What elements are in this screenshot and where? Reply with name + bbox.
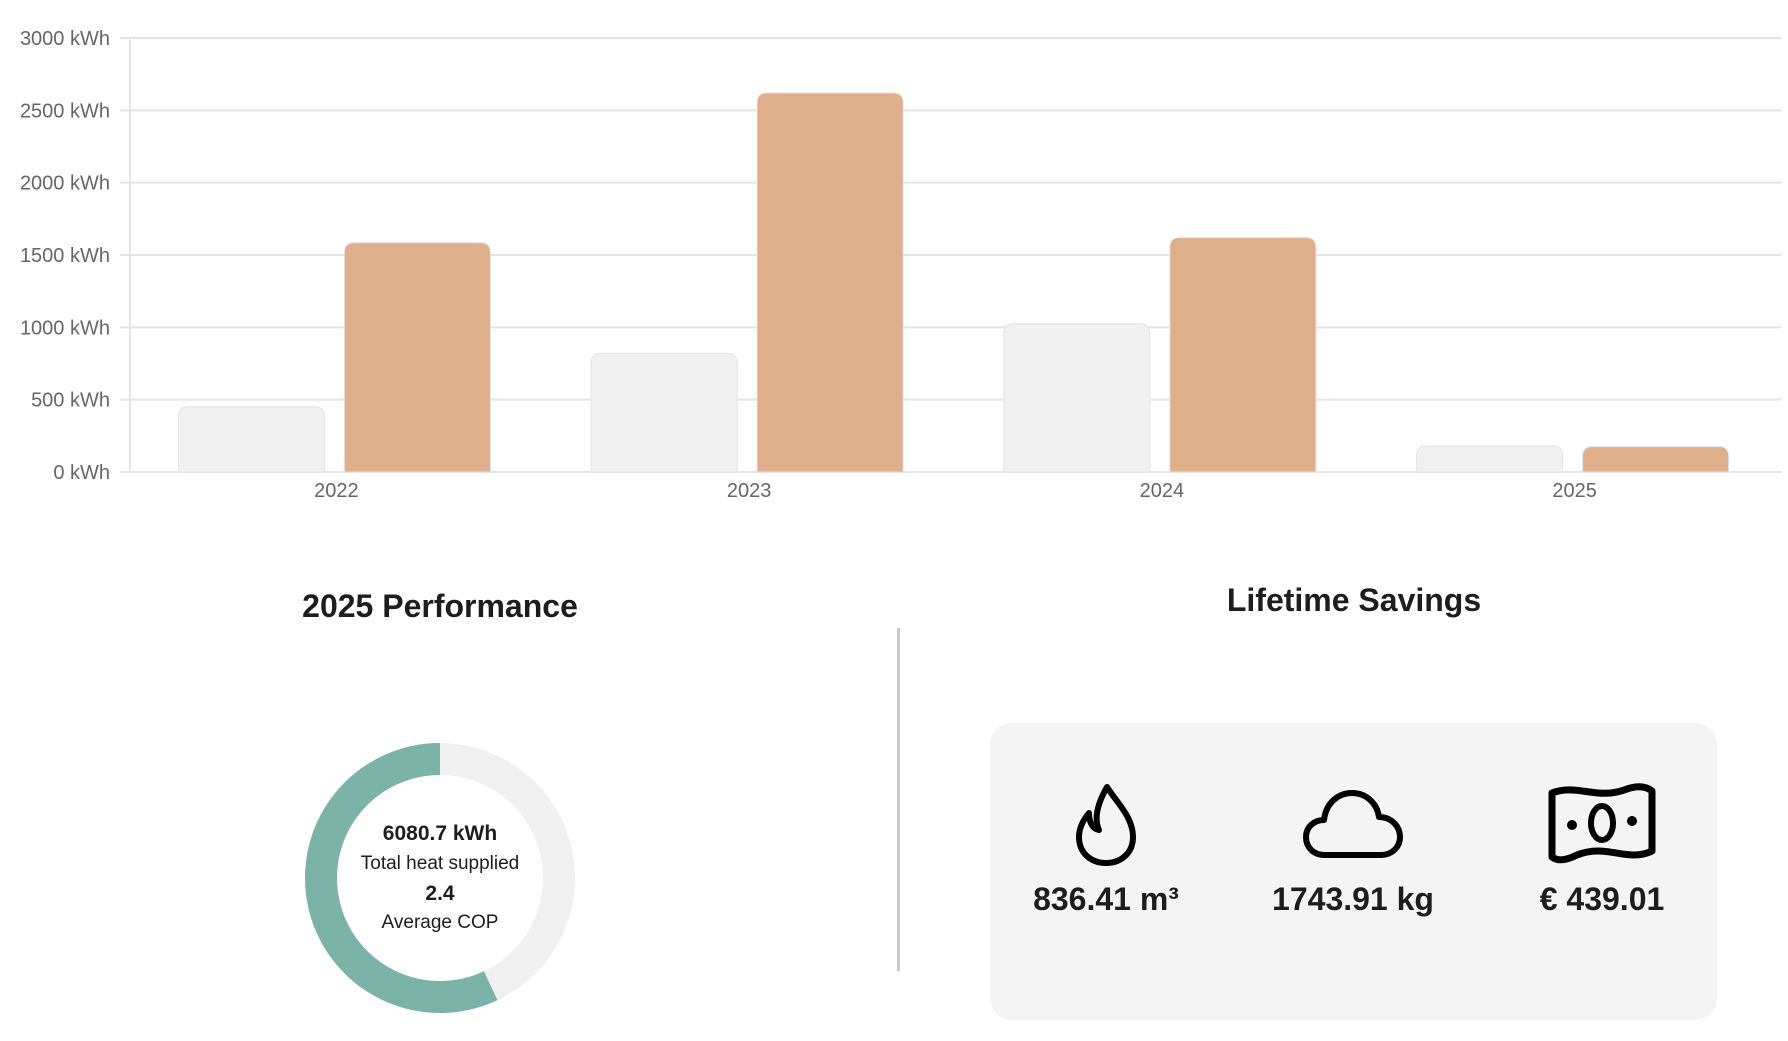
energy-bar-chart: 0 kWh 500 kWh 1000 kWh 1500 kWh 2000 kWh 2500… — [20, 28, 1781, 502]
bar-2022-series-1[interactable] — [177, 406, 325, 473]
bar-2023-series-2[interactable] — [756, 92, 904, 473]
money-savings: € 439.01 — [1492, 783, 1712, 918]
y-tick-label: 1500 kWh — [20, 245, 110, 267]
section-divider — [897, 628, 900, 971]
x-tick-label: 2023 — [727, 480, 772, 502]
bar-2022-series-2[interactable] — [343, 242, 491, 473]
co2-savings: 1743.91 kg — [1243, 783, 1463, 918]
y-tick-label: 2000 kWh — [20, 173, 110, 195]
flame-icon — [1076, 784, 1136, 866]
y-tick-label: 0 kWh — [53, 462, 110, 484]
bar-2023-series-1[interactable] — [590, 352, 738, 473]
total-heat-label: Total heat supplied — [360, 853, 520, 874]
y-tick-label: 500 kWh — [31, 390, 110, 412]
cloud-icon — [1303, 790, 1403, 858]
savings-title: Lifetime Savings — [1226, 582, 1482, 618]
bar-2025-series-1[interactable] — [1416, 445, 1564, 473]
y-tick-label: 3000 kWh — [20, 28, 110, 50]
bar-2025-series-2[interactable] — [1582, 446, 1730, 473]
performance-title: 2025 Performance — [302, 588, 578, 624]
money-savings-value: € 439.01 — [1539, 881, 1665, 917]
bar-2024-series-2[interactable] — [1169, 237, 1317, 473]
gas-savings-value: 836.41 m³ — [1033, 881, 1179, 917]
savings-card: 836.41 m³ 1743.91 kg € 439.01 — [990, 723, 1717, 1020]
cop-value: 2.4 — [425, 882, 455, 905]
total-heat-value: 6080.7 kWh — [382, 822, 498, 845]
x-tick-label: 2022 — [314, 480, 359, 502]
x-tick-label: 2025 — [1552, 480, 1597, 502]
donut-segment[interactable] — [305, 743, 498, 1013]
gas-savings: 836.41 m³ — [996, 783, 1216, 918]
banknote-icon — [1548, 783, 1656, 864]
co2-savings-value: 1743.91 kg — [1272, 881, 1434, 917]
bar-2024-series-1[interactable] — [1003, 323, 1151, 473]
x-tick-label: 2024 — [1140, 480, 1185, 502]
y-tick-label: 2500 kWh — [20, 100, 110, 122]
y-tick-label: 1000 kWh — [20, 317, 110, 339]
performance-donut — [305, 743, 575, 1013]
cop-label: Average COP — [381, 912, 499, 933]
